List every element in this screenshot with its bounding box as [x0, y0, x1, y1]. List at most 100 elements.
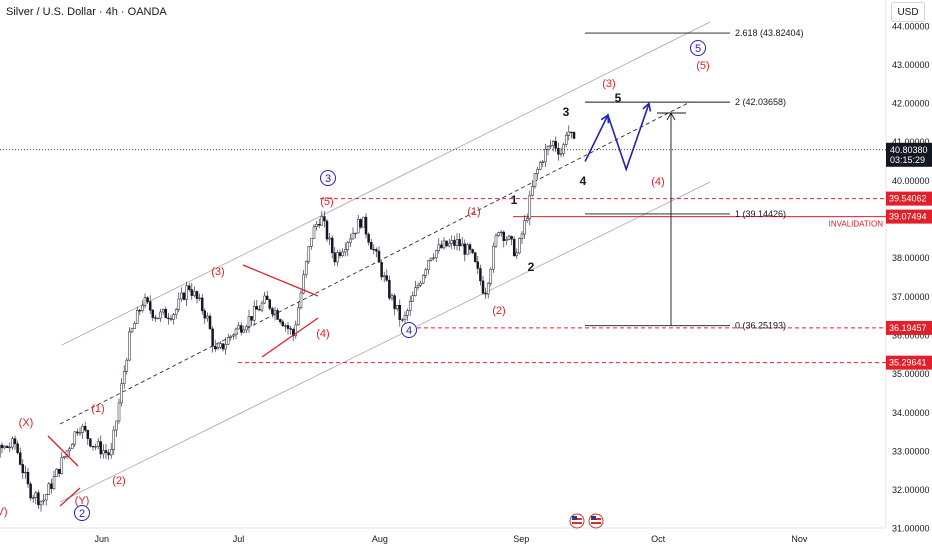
- candle-body: [50, 483, 53, 489]
- event-flags[interactable]: [569, 513, 604, 529]
- flag-canton: [591, 516, 596, 520]
- candle-body: [138, 310, 142, 312]
- candle-body: [109, 449, 113, 456]
- candle-body: [349, 238, 352, 243]
- candle-body: [520, 233, 524, 239]
- x-tick-label: Nov: [791, 534, 808, 544]
- candle-body: [68, 448, 71, 452]
- price-tags: 39.54062 39.07494 36.19457 35.29641 40.80380…: [0, 142, 932, 370]
- candle-body: [549, 145, 552, 147]
- flag-stripe: [591, 522, 601, 524]
- candle-body: [278, 319, 282, 323]
- candle-body: [206, 315, 209, 319]
- candle-body: [237, 325, 240, 330]
- wave-label: (5): [320, 196, 333, 208]
- y-tick-label: 38.00000: [892, 253, 930, 263]
- triangle-lower-line: [261, 317, 319, 358]
- candle-body: [60, 457, 64, 474]
- candle-body: [55, 468, 58, 477]
- candle-body: [284, 325, 287, 327]
- candle-body: [505, 238, 508, 241]
- candle-body: [159, 311, 162, 319]
- candle-body: [570, 131, 573, 134]
- candle-body: [229, 335, 233, 338]
- price-tag-box: [886, 320, 932, 335]
- candle-body: [164, 309, 168, 319]
- wave-label: 2: [79, 508, 85, 520]
- wave-circle: [320, 170, 336, 186]
- candle-body: [367, 233, 370, 243]
- x-tick-label: Aug: [372, 534, 388, 544]
- candle-body: [406, 310, 409, 316]
- candle-body: [325, 220, 329, 240]
- y-tick-label: 31.00000: [892, 524, 930, 534]
- fib-level-label: 1 (39.14426): [735, 209, 786, 219]
- candle-body: [299, 292, 303, 309]
- candle-body: [460, 243, 464, 247]
- candle-body: [557, 148, 560, 155]
- price-tag-box: [886, 355, 932, 370]
- candle-body: [232, 334, 235, 337]
- candle-body: [16, 443, 19, 453]
- projection-arrowhead: [600, 113, 610, 124]
- candle-body: [304, 260, 308, 276]
- wave-label: (5): [696, 60, 709, 72]
- candle-body: [151, 309, 155, 318]
- wave-circle: [690, 40, 706, 56]
- candle-body: [377, 250, 381, 263]
- candle-body: [52, 476, 56, 489]
- channel-lower-line: [59, 181, 711, 503]
- candle-body: [320, 216, 324, 226]
- candle-body: [57, 468, 61, 474]
- candle-body: [307, 246, 311, 262]
- y-tick-label: 42.00000: [892, 99, 930, 109]
- candle-body: [245, 326, 248, 331]
- candle-body: [479, 268, 482, 282]
- candle-body: [122, 371, 126, 384]
- candle-body: [182, 292, 186, 300]
- channel-median-line: [59, 101, 691, 425]
- candle-body: [226, 337, 230, 345]
- candle-body: [551, 141, 555, 146]
- candle-body: [492, 245, 495, 270]
- candle-body: [437, 244, 441, 251]
- candle-body: [546, 145, 550, 150]
- candle-body: [86, 429, 90, 439]
- candle-body: [180, 292, 183, 300]
- candle-body: [8, 446, 12, 449]
- currency-button[interactable]: USD: [891, 2, 925, 22]
- candle-body: [247, 316, 251, 327]
- y-tick-label: 41.00000: [892, 137, 930, 147]
- candle-body: [429, 257, 433, 261]
- y-tick-label: 35.00000: [892, 369, 930, 379]
- candle-body: [21, 464, 25, 474]
- candle-body: [271, 308, 274, 315]
- candle-body: [356, 219, 360, 234]
- candle-body: [117, 402, 121, 422]
- wave-label: (1): [467, 206, 480, 218]
- candle-body: [416, 285, 420, 288]
- candle-body: [466, 244, 469, 255]
- candle-body: [445, 240, 448, 247]
- wave-label: (1): [91, 403, 104, 415]
- wave-label: 4: [580, 174, 587, 188]
- wave-label: (Y): [75, 495, 90, 507]
- candle-body: [34, 492, 38, 498]
- candle-body: [26, 471, 30, 485]
- candle-body: [354, 232, 357, 235]
- wave-labels: (X) (1) (Y) (2) (3) (4) (5) (1) (2) (3) (4) (5) 2 3 4 5…: [0, 40, 710, 521]
- candle-body: [133, 323, 136, 330]
- candle-body: [533, 173, 537, 187]
- candle-body: [559, 153, 563, 155]
- candle-body: [143, 297, 147, 306]
- y-tick-label: 36.00000: [892, 330, 930, 340]
- candle-body: [424, 269, 428, 276]
- candle-body: [63, 456, 66, 458]
- candle-body: [515, 252, 519, 257]
- candle-body: [44, 494, 48, 501]
- x-tick-label: Jul: [233, 534, 245, 544]
- candle-body: [411, 295, 415, 302]
- candle-body: [187, 285, 191, 290]
